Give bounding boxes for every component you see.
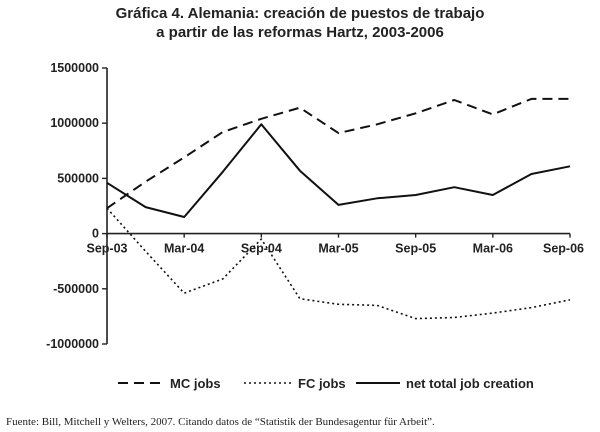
chart-title-line-1: Gráfica 4. Alemania: creación de puestos…: [116, 5, 485, 22]
y-tick-label: 0: [92, 227, 99, 241]
x-tick-label: Sep-04: [241, 242, 282, 256]
series-line-2: [106, 207, 571, 320]
x-tick-label: Sep-03: [87, 242, 128, 256]
x-tick-label: Sep-06: [543, 242, 584, 256]
legend-label-2: FC jobs: [298, 376, 346, 391]
legend-label-1: MC jobs: [170, 376, 221, 391]
y-tick-label: 1500000: [50, 61, 99, 75]
series-line-1: [106, 97, 570, 210]
y-tick-label: -500000: [53, 282, 99, 296]
source-note: Fuente: Bill, Mitchell y Welters, 2007. …: [6, 416, 435, 428]
series-lines: [106, 97, 571, 320]
y-tick-label: 1000000: [50, 116, 99, 130]
x-tick-label: Mar-06: [473, 242, 513, 256]
x-tick-label: Sep-05: [395, 242, 436, 256]
legend: MC jobs FC jobs net total job creation: [118, 376, 534, 391]
legend-label-3: net total job creation: [406, 376, 534, 391]
x-tick-label: Mar-05: [318, 242, 358, 256]
chart-title-line-2: a partir de las reformas Hartz, 2003-200…: [156, 24, 444, 41]
y-tick-label: -1000000: [46, 337, 99, 351]
x-tick-label: Mar-04: [164, 242, 204, 256]
y-tick-label: 500000: [57, 171, 99, 185]
axes: -1000000 -500000 0 500000 1000000 1500000 Sep-…: [46, 61, 584, 351]
series-line-3: [106, 123, 571, 218]
